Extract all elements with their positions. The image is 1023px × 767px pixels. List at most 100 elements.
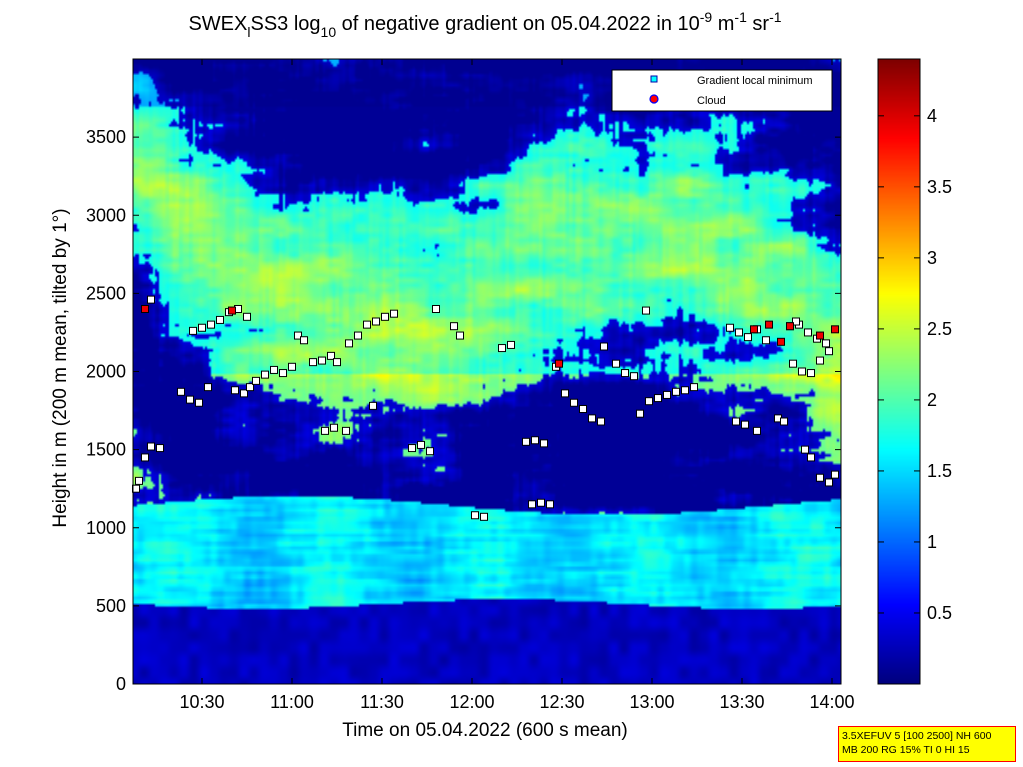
gradient-minimum-marker <box>507 340 515 349</box>
gradient-minimum-marker <box>789 359 797 368</box>
gradient-minimum-marker <box>531 436 539 445</box>
gradient-minimum-marker <box>780 417 788 426</box>
gradient-minimum-marker <box>471 511 479 520</box>
gradient-minimum-marker <box>381 312 389 321</box>
info-line-1: 3.5XEFUV 5 [100 2500] NH 600 <box>842 730 992 742</box>
gradient-minimum-marker <box>690 383 698 392</box>
gradient-minimum-marker <box>456 331 464 340</box>
gradient-minimum-marker <box>333 358 341 367</box>
gradient-minimum-marker <box>132 484 140 493</box>
gradient-minimum-marker <box>270 365 278 374</box>
x-tick-label: 13:30 <box>719 692 764 712</box>
gradient-minimum-marker <box>279 369 287 378</box>
gradient-minimum-marker <box>327 351 335 360</box>
colorbar-tick-label: 3.5 <box>927 177 952 197</box>
gradient-minimum-marker <box>732 417 740 426</box>
colorbar-tick-label: 3 <box>927 248 937 268</box>
gradient-minimum-marker <box>726 323 734 332</box>
title-sup-e: -1 <box>769 9 782 25</box>
gradient-minimum-marker <box>816 473 824 482</box>
gradient-minimum-marker <box>612 359 620 368</box>
cloud-marker <box>786 322 794 331</box>
gradient-minimum-marker <box>417 440 425 449</box>
x-tick-label: 13:00 <box>629 692 674 712</box>
gradient-minimum-marker <box>681 386 689 395</box>
gradient-minimum-marker <box>450 322 458 331</box>
gradient-minimum-marker <box>231 386 239 395</box>
title-sup-c: -9 <box>700 9 713 25</box>
gradient-minimum-marker <box>801 445 809 454</box>
gradient-minimum-marker <box>816 356 824 365</box>
gradient-minimum-marker <box>630 372 638 381</box>
gradient-minimum-marker <box>672 387 680 396</box>
gradient-minimum-marker <box>156 444 164 453</box>
y-axis: 0 500 1000 1500 2000 2500 3000 3500 <box>86 127 841 694</box>
legend-box <box>611 69 833 112</box>
gradient-minimum-marker <box>663 390 671 399</box>
gradient-minimum-marker <box>147 442 155 451</box>
title-sub-a: l <box>247 24 250 40</box>
gradient-minimum-marker <box>252 376 260 385</box>
gradient-minimum-marker <box>177 387 185 396</box>
x-axis: 10:30 11:00 11:30 12:00 12:30 13:00 13:30 14:00 <box>179 59 855 712</box>
gradient-minimum-marker <box>342 426 350 435</box>
gradient-minimum-marker <box>480 512 488 521</box>
gradient-minimum-marker <box>798 367 806 376</box>
title-sub-b: 10 <box>321 24 337 40</box>
colorbar-tick-label: 2.5 <box>927 319 952 339</box>
gradient-minimum-marker <box>309 358 317 367</box>
y-tick-label: 2500 <box>86 283 126 303</box>
title-part-d: m <box>712 13 734 35</box>
title-part-c: of negative gradient on 05.04.2022 in 10 <box>336 13 700 35</box>
cloud-marker <box>228 306 236 315</box>
gradient-minimum-marker <box>735 328 743 337</box>
colorbar-tick-label: 0.5 <box>927 603 952 623</box>
gradient-minimum-marker <box>744 333 752 342</box>
legend-label-minimum: Gradient local minimum <box>697 75 813 87</box>
y-tick-label: 500 <box>96 596 126 616</box>
gradient-minimum-marker <box>600 342 608 351</box>
x-tick-label: 11:30 <box>360 692 404 712</box>
info-box: 3.5XEFUV 5 [100 2500] NH 600 MB 200 RG 1… <box>838 726 1016 762</box>
cloud-marker <box>765 320 773 329</box>
gradient-minimum-marker <box>804 328 812 337</box>
gradient-minimum-marker <box>135 476 143 485</box>
x-tick-label: 12:00 <box>449 692 494 712</box>
gradient-minimum-marker <box>522 437 530 446</box>
info-line-2: MB 200 RG 15% TI 0 HI 15 <box>842 744 970 756</box>
colorbar-tick-label: 2 <box>927 390 937 410</box>
colorbar-tick-label: 1 <box>927 532 937 552</box>
gradient-minimum-marker <box>807 453 815 462</box>
gradient-minimum-marker <box>561 389 569 398</box>
colorbar-tick-label: 4 <box>927 106 937 126</box>
gradient-minimum-marker <box>294 331 302 340</box>
gradient-minimum-marker <box>369 401 377 410</box>
legend-square-icon <box>650 75 658 83</box>
gradient-minimum-marker <box>792 317 800 326</box>
gradient-minimum-marker <box>186 395 194 404</box>
marker-layer <box>132 295 839 521</box>
y-tick-label: 1500 <box>86 440 126 460</box>
x-axis-label: Time on 05.04.2022 (600 s mean) <box>342 720 628 741</box>
gradient-minimum-marker <box>141 453 149 462</box>
x-tick-label: 11:00 <box>270 692 314 712</box>
colorbar: 0.5 1 1.5 2 2.5 3 3.5 4 <box>877 58 952 685</box>
y-axis-label: Height in m (200 m mean, tilted by 1°) <box>50 208 71 527</box>
gradient-minimum-marker <box>807 369 815 378</box>
title-sup-d: -1 <box>734 9 747 25</box>
gradient-minimum-marker <box>498 344 506 353</box>
gradient-minimum-marker <box>321 426 329 435</box>
x-tick-label: 12:30 <box>539 692 584 712</box>
heatmap-plot <box>132 58 842 685</box>
cloud-marker <box>816 331 824 340</box>
y-tick-label: 3500 <box>86 127 126 147</box>
y-tick-label: 1000 <box>86 518 126 538</box>
gradient-minimum-marker <box>636 409 644 418</box>
gradient-minimum-marker <box>372 317 380 326</box>
gradient-minimum-marker <box>300 336 308 345</box>
x-tick-label: 10:30 <box>179 692 224 712</box>
title-part-b: SS3 log <box>250 13 320 35</box>
cloud-marker <box>555 359 563 368</box>
gradient-minimum-marker <box>204 383 212 392</box>
